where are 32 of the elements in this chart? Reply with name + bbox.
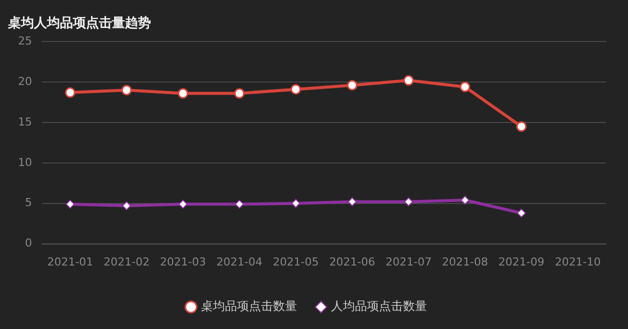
point <box>290 84 302 95</box>
point <box>178 200 188 209</box>
point <box>403 75 414 86</box>
x-tick-label: 2021-09 <box>498 255 544 268</box>
point <box>460 196 470 205</box>
y-tick-label: 10 <box>18 156 32 169</box>
point <box>460 82 470 92</box>
point <box>516 208 526 218</box>
x-tick-label: 2021-10 <box>554 255 601 268</box>
y-tick-label: 15 <box>18 115 32 128</box>
point <box>64 87 76 98</box>
x-tick-label: 2021-01 <box>47 255 94 268</box>
chart-title: 桌均人均品项点击量趋势 <box>7 15 151 32</box>
x-tick-label: 2021-04 <box>216 255 262 268</box>
point <box>346 80 358 91</box>
x-tick-label: 2021-02 <box>104 255 150 268</box>
point <box>234 88 245 99</box>
point <box>178 88 188 99</box>
x-tick-label: 2021-08 <box>442 255 488 268</box>
x-tick-label: 2021-07 <box>386 255 432 268</box>
point <box>121 84 132 96</box>
y-tick-label: 20 <box>18 74 32 88</box>
point <box>516 121 527 132</box>
y-tick-label: 25 <box>18 34 32 48</box>
point <box>66 200 75 209</box>
legend-label: 桌均品项点击数量 <box>201 299 297 314</box>
x-tick-label: 2021-03 <box>160 255 206 268</box>
x-tick-label: 2021-05 <box>272 255 319 268</box>
y-tick-label: 0 <box>24 236 32 250</box>
x-tick-label: 2021-06 <box>329 255 376 268</box>
legend-label: 人均品项点击数量 <box>331 299 427 314</box>
y-tick-label: 5 <box>24 196 32 210</box>
